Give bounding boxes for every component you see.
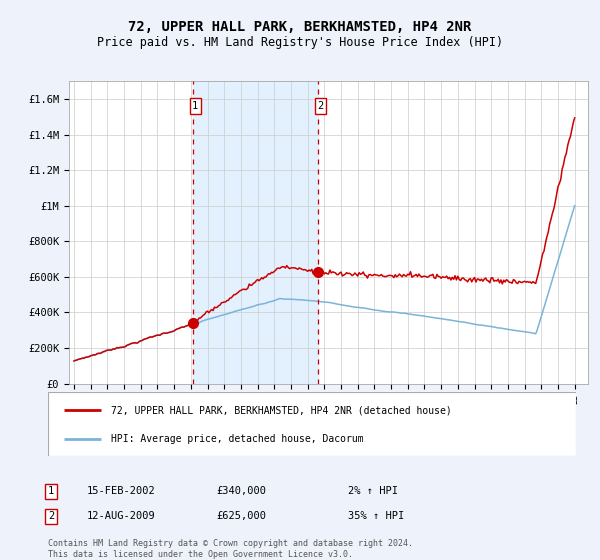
Text: Price paid vs. HM Land Registry's House Price Index (HPI): Price paid vs. HM Land Registry's House … [97,36,503,49]
Text: 2: 2 [317,101,323,111]
FancyBboxPatch shape [48,392,576,456]
Text: 1: 1 [48,486,54,496]
Text: 15-FEB-2002: 15-FEB-2002 [87,486,156,496]
Text: £340,000: £340,000 [216,486,266,496]
Text: 12-AUG-2009: 12-AUG-2009 [87,511,156,521]
Text: 35% ↑ HPI: 35% ↑ HPI [348,511,404,521]
Text: This data is licensed under the Open Government Licence v3.0.: This data is licensed under the Open Gov… [48,550,353,559]
Text: 2% ↑ HPI: 2% ↑ HPI [348,486,398,496]
Text: £625,000: £625,000 [216,511,266,521]
Text: HPI: Average price, detached house, Dacorum: HPI: Average price, detached house, Daco… [112,434,364,444]
Bar [193,81,318,384]
Text: Contains HM Land Registry data © Crown copyright and database right 2024.: Contains HM Land Registry data © Crown c… [48,539,413,548]
Text: 2: 2 [48,511,54,521]
Text: 72, UPPER HALL PARK, BERKHAMSTED, HP4 2NR (detached house): 72, UPPER HALL PARK, BERKHAMSTED, HP4 2N… [112,405,452,415]
Text: 1: 1 [192,101,199,111]
Text: 72, UPPER HALL PARK, BERKHAMSTED, HP4 2NR: 72, UPPER HALL PARK, BERKHAMSTED, HP4 2N… [128,20,472,34]
